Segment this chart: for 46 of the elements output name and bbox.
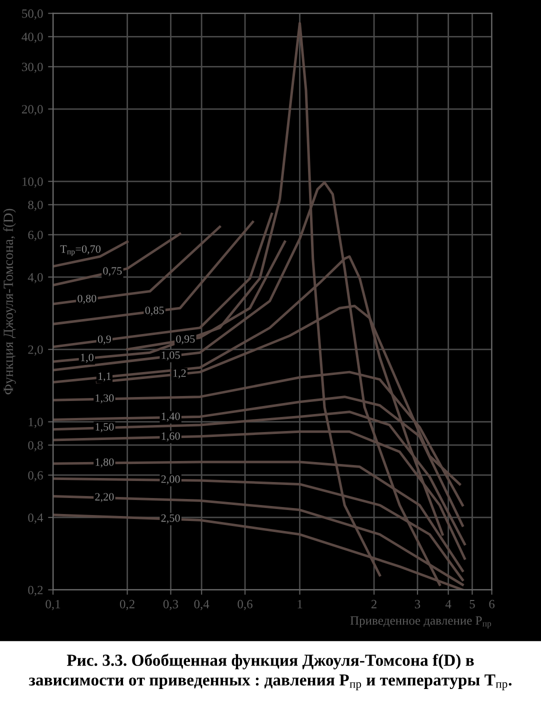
- series-label: 1,1: [98, 372, 111, 382]
- x-axis-title: Приведенное давление P$_{пр}$: [350, 616, 492, 628]
- y-tick-label: 0,8: [28, 441, 43, 452]
- y-tick-label: 2,0: [28, 345, 43, 356]
- y-tick-label: 40,0: [22, 32, 43, 43]
- series-label: 1,0: [80, 354, 94, 363]
- series-label: 0,85: [145, 306, 164, 316]
- y-tick-label: 4,0: [28, 273, 43, 284]
- y-axis-title: Функция Джоуля-Томсона, f(D): [3, 208, 16, 394]
- series-label: 1,50: [96, 423, 114, 432]
- series-label: 1,80: [96, 458, 114, 468]
- series-label: 1,30: [96, 394, 114, 404]
- y-tick-label: 0,4: [28, 513, 44, 524]
- y-tick-label: 20,0: [22, 105, 43, 116]
- series-label: 1,05: [162, 351, 180, 360]
- series-label: 1,2: [173, 369, 186, 378]
- x-tick-label: 0,3: [163, 600, 178, 610]
- y-tick-label: 1,0: [28, 418, 43, 428]
- series-label: 2,50: [161, 514, 180, 524]
- x-tick-label: 4: [445, 600, 452, 608]
- series-label: 0,80: [78, 294, 96, 304]
- series-label: 1,60: [162, 432, 180, 442]
- y-tick-label: 8,0: [28, 200, 43, 211]
- x-tick-label: 1: [298, 600, 302, 608]
- x-tick-label: 6: [489, 600, 495, 608]
- x-tick-label: 0,4: [194, 600, 210, 610]
- y-tick-label: 6,0: [28, 230, 43, 241]
- x-tick-label: 5: [470, 600, 475, 608]
- x-tick-label: 0,1: [46, 600, 60, 610]
- x-tick-label: 2: [371, 600, 376, 608]
- series-label: 0,9: [98, 335, 111, 345]
- y-tick-label: 50,0: [22, 9, 43, 20]
- y-tick-label: 30,0: [22, 62, 43, 73]
- y-tick-label: 0,6: [28, 471, 43, 482]
- text: Рис. 3.3. Обобщенная функция Джоуля-Томсона f(D) в зависимости от приведенных : давления P$_{пр}$ и температуры T$_{пр}$.: [28, 654, 512, 690]
- y-tick-label: 0,2: [28, 586, 43, 596]
- x-tick-label: 3: [414, 600, 420, 608]
- y-tick-label: 10,0: [22, 177, 43, 188]
- x-tick-label: 0,6: [238, 600, 252, 610]
- x-tick-label: 0,2: [120, 600, 134, 610]
- series-label: 0,75: [103, 267, 122, 276]
- series-label: 2,00: [161, 475, 180, 484]
- series-label: T$_{пр}$=0,70: [60, 245, 101, 256]
- series-label: 1,40: [162, 412, 180, 422]
- series-label: 2,20: [95, 493, 114, 502]
- series-label: 0,95: [176, 335, 195, 344]
